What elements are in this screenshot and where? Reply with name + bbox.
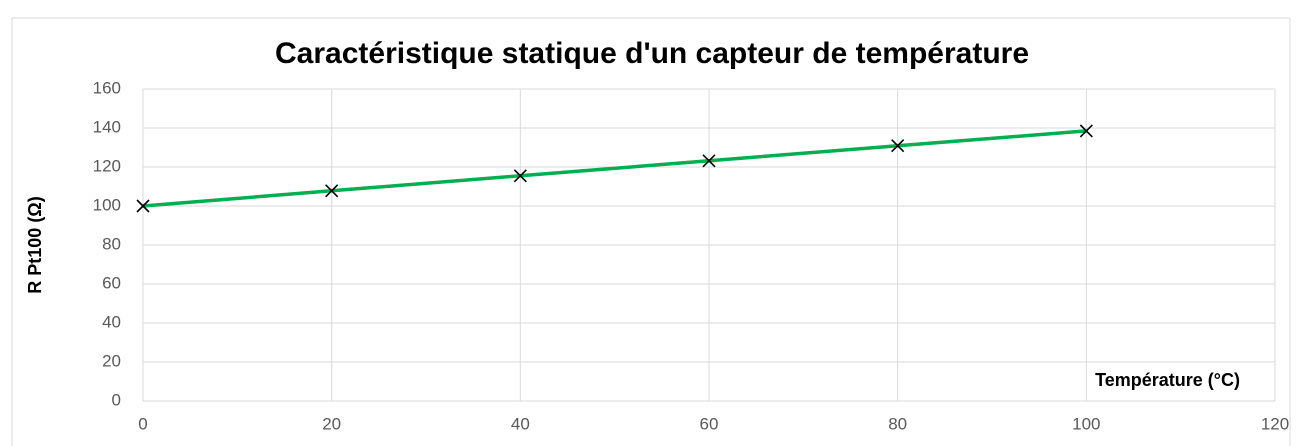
x-tick-label: 60 bbox=[700, 414, 719, 433]
y-tick-label: 80 bbox=[102, 234, 121, 253]
y-tick-label: 120 bbox=[93, 156, 121, 175]
x-tick-label: 40 bbox=[511, 414, 530, 433]
y-tick-label: 20 bbox=[102, 351, 121, 370]
y-tick-label: 40 bbox=[102, 312, 121, 331]
y-axis-label: R Pt100 (Ω) bbox=[25, 196, 45, 293]
marker bbox=[702, 154, 716, 168]
x-tick-label: 0 bbox=[138, 414, 147, 433]
marker bbox=[136, 199, 150, 213]
marker bbox=[325, 184, 339, 198]
marker bbox=[891, 139, 905, 153]
y-tick-label: 160 bbox=[93, 78, 121, 97]
x-axis-label: Température (°C) bbox=[1095, 370, 1240, 390]
y-tick-label: 60 bbox=[102, 273, 121, 292]
marker bbox=[1079, 124, 1093, 138]
y-tick-label: 100 bbox=[93, 195, 121, 214]
chart-title: Caractéristique statique d'un capteur de… bbox=[275, 37, 1029, 70]
y-tick-label: 140 bbox=[93, 117, 121, 136]
y-tick-label: 0 bbox=[112, 390, 121, 409]
x-tick-label: 20 bbox=[322, 414, 341, 433]
x-tick-label: 80 bbox=[888, 414, 907, 433]
x-tick-label: 100 bbox=[1072, 414, 1100, 433]
marker bbox=[513, 169, 527, 183]
series-line bbox=[142, 129, 1087, 208]
x-tick-label: 120 bbox=[1261, 414, 1289, 433]
